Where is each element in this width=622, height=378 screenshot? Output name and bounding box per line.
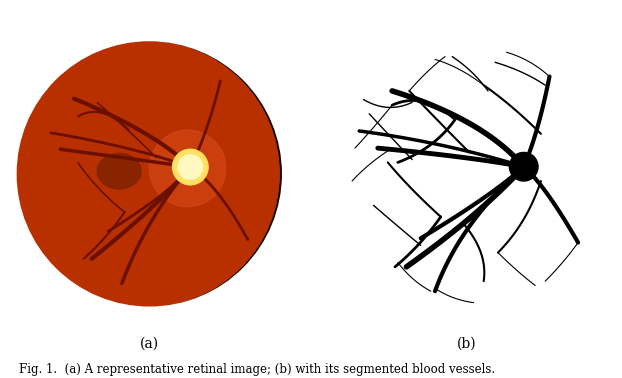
Circle shape (338, 39, 606, 308)
Circle shape (14, 41, 279, 307)
Circle shape (149, 130, 226, 207)
Circle shape (178, 155, 203, 179)
Ellipse shape (97, 153, 141, 189)
Circle shape (172, 149, 208, 185)
Circle shape (51, 78, 243, 270)
Circle shape (72, 99, 222, 249)
Circle shape (509, 152, 538, 181)
Circle shape (92, 119, 202, 229)
Circle shape (10, 34, 289, 313)
Text: Fig. 1.  (a) A representative retinal image; (b) with its segmented blood vessel: Fig. 1. (a) A representative retinal ima… (19, 363, 494, 376)
Circle shape (30, 57, 263, 290)
Text: (b): (b) (457, 336, 476, 350)
Text: (a): (a) (140, 336, 159, 350)
